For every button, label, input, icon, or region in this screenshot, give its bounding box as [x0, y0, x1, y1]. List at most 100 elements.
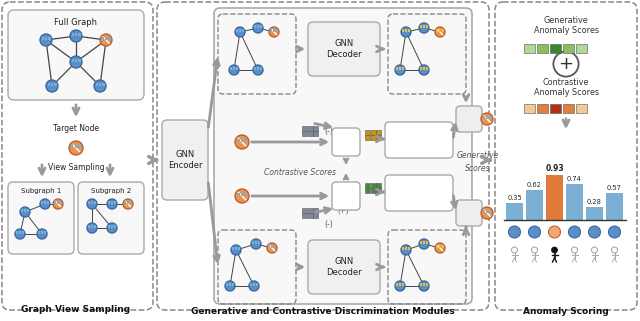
- Bar: [408, 247, 410, 250]
- Bar: [42, 201, 43, 204]
- Bar: [268, 245, 270, 248]
- Bar: [72, 58, 74, 62]
- Circle shape: [123, 199, 133, 209]
- Bar: [550, 44, 561, 53]
- Circle shape: [231, 245, 241, 255]
- Bar: [526, 190, 543, 220]
- Bar: [276, 29, 278, 32]
- Circle shape: [395, 65, 405, 75]
- Bar: [38, 231, 40, 234]
- Bar: [108, 37, 111, 40]
- Bar: [255, 241, 257, 244]
- Bar: [423, 283, 425, 286]
- Circle shape: [100, 34, 112, 46]
- FancyBboxPatch shape: [162, 120, 208, 200]
- Bar: [236, 67, 237, 70]
- Circle shape: [481, 207, 493, 219]
- Bar: [114, 225, 116, 228]
- Circle shape: [253, 23, 263, 33]
- Bar: [420, 67, 422, 70]
- Circle shape: [481, 113, 493, 125]
- Circle shape: [419, 23, 429, 33]
- Bar: [376, 188, 381, 193]
- Text: $\mathcal{R}$: $\mathcal{R}$: [463, 113, 475, 125]
- Bar: [233, 67, 235, 70]
- Bar: [236, 29, 238, 32]
- Bar: [313, 208, 318, 213]
- FancyBboxPatch shape: [456, 200, 482, 226]
- Bar: [19, 231, 21, 234]
- Text: Generative: Generative: [543, 16, 588, 25]
- Bar: [436, 29, 438, 32]
- Bar: [257, 25, 259, 28]
- FancyBboxPatch shape: [385, 175, 453, 211]
- Bar: [307, 131, 312, 135]
- Circle shape: [529, 226, 541, 238]
- Bar: [483, 116, 485, 119]
- Circle shape: [509, 226, 520, 238]
- Bar: [244, 138, 246, 142]
- Bar: [423, 25, 425, 28]
- Bar: [244, 193, 246, 196]
- Bar: [111, 201, 113, 204]
- Circle shape: [609, 226, 621, 238]
- Bar: [241, 138, 243, 142]
- Bar: [108, 201, 110, 204]
- Bar: [402, 67, 404, 70]
- Bar: [78, 58, 81, 62]
- Bar: [241, 193, 243, 196]
- Bar: [486, 210, 488, 213]
- Bar: [371, 188, 376, 193]
- Bar: [94, 201, 96, 204]
- Circle shape: [401, 27, 411, 37]
- Bar: [44, 231, 45, 234]
- Circle shape: [235, 27, 245, 37]
- Text: +: +: [559, 55, 573, 73]
- Text: 0.93: 0.93: [545, 164, 564, 173]
- Bar: [396, 283, 398, 286]
- Bar: [48, 37, 51, 40]
- Bar: [506, 203, 523, 220]
- Circle shape: [107, 199, 117, 209]
- Bar: [537, 104, 548, 113]
- Bar: [439, 29, 441, 32]
- Bar: [75, 32, 77, 36]
- Circle shape: [37, 229, 47, 239]
- Bar: [22, 231, 24, 234]
- Bar: [486, 116, 488, 119]
- Bar: [403, 247, 404, 250]
- Bar: [27, 209, 29, 212]
- Bar: [45, 37, 47, 40]
- Bar: [550, 104, 561, 113]
- Bar: [257, 67, 259, 70]
- Bar: [313, 131, 318, 135]
- Circle shape: [419, 65, 429, 75]
- FancyBboxPatch shape: [456, 106, 482, 132]
- Bar: [371, 183, 376, 187]
- Bar: [270, 29, 272, 32]
- Bar: [563, 104, 574, 113]
- FancyBboxPatch shape: [308, 240, 380, 294]
- Bar: [399, 67, 401, 70]
- Bar: [91, 225, 93, 228]
- FancyBboxPatch shape: [214, 8, 472, 304]
- Bar: [75, 58, 77, 62]
- Bar: [253, 283, 255, 286]
- Bar: [371, 135, 376, 140]
- Circle shape: [589, 226, 600, 238]
- Bar: [130, 201, 132, 204]
- Text: Generative
Scores: Generative Scores: [457, 151, 499, 173]
- FancyBboxPatch shape: [308, 22, 380, 76]
- Bar: [302, 208, 307, 213]
- Bar: [127, 201, 129, 204]
- Bar: [114, 201, 116, 204]
- Bar: [420, 283, 422, 286]
- Text: 0.57: 0.57: [607, 185, 622, 191]
- Bar: [51, 82, 53, 86]
- Bar: [88, 225, 90, 228]
- Bar: [483, 210, 485, 213]
- Bar: [274, 245, 276, 248]
- Bar: [242, 29, 244, 32]
- Circle shape: [235, 135, 249, 149]
- Bar: [371, 130, 376, 134]
